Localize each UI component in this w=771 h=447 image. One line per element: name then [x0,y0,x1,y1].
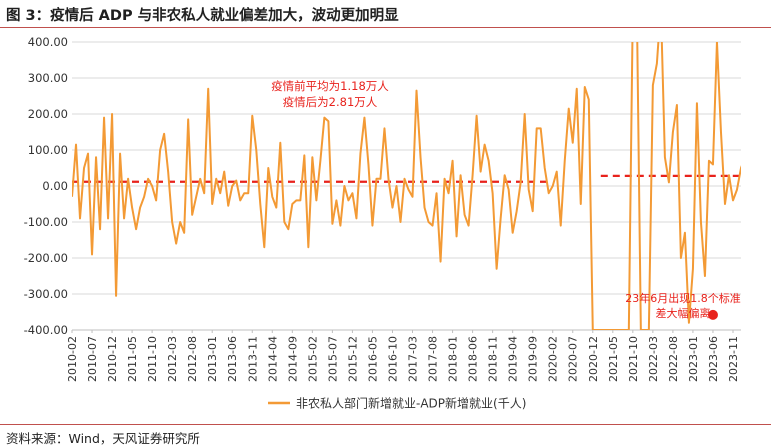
x-tick-label: 2019-09 [527,336,540,382]
x-tick-label: 2020-12 [587,336,600,382]
highlight-annotation: 差大幅偏离 [656,306,711,320]
y-tick-label: -100.00 [24,215,68,229]
x-tick-label: 2011-05 [126,336,139,382]
x-tick-label: 2015-12 [346,336,359,382]
x-tick-label: 2021-10 [627,336,640,382]
y-tick-label: 0.00 [42,179,68,193]
x-tick-label: 2017-03 [407,336,420,382]
x-tick-label: 2023-06 [707,336,720,382]
x-tick-label: 2013-01 [206,336,219,382]
legend-label: 非农私人部门新增就业-ADP新增就业(千人) [296,396,526,411]
x-tick-label: 2012-08 [186,336,199,382]
y-tick-label: -400.00 [24,323,68,337]
page-title: 图 3：疫情后 ADP 与非农私人就业偏差加大，波动更加明显 [6,8,399,24]
mean-annotation: 疫情后为2.81万人 [283,95,378,109]
x-tick-label: 2010-12 [106,336,119,382]
line-chart: 400.00 300.00 200.00 100.00 0.00 -100.00 -200.… [24,35,741,411]
y-tick-label: -300.00 [24,287,68,301]
mean-annotation: 疫情前平均为1.18万人 [271,79,389,93]
x-tick-label: 2019-04 [507,336,520,382]
y-tick-label: 400.00 [28,35,68,49]
x-tick-label: 2023-11 [727,336,740,382]
x-tick-label: 2012-03 [166,336,179,382]
x-tick-label: 2011-10 [146,336,159,382]
x-tick-label: 2016-05 [366,336,379,382]
y-tick-label: 100.00 [28,143,68,157]
title-divider [0,27,771,28]
x-tick-label: 2010-02 [66,336,79,382]
x-tick-label: 2020-02 [547,336,560,382]
y-tick-label: 200.00 [28,107,68,121]
series-line [72,42,741,330]
footer-divider [0,424,771,425]
x-tick-label: 2021-05 [607,336,620,382]
x-tick-label: 2018-01 [447,336,460,382]
x-tick-label: 2018-11 [487,336,500,382]
x-tick-label: 2022-03 [647,336,660,382]
x-tick-label: 2017-08 [427,336,440,382]
x-tick-label: 2022-08 [667,336,680,382]
x-tick-label: 2010-07 [86,336,99,382]
x-tick-label: 2013-11 [246,336,259,382]
x-tick-label: 2023-01 [687,336,700,382]
highlight-annotation: 23年6月出现1.8个标准 [625,291,741,305]
x-tick-label: 2014-09 [286,336,299,382]
x-tick-label: 2018-06 [467,336,480,382]
x-tick-label: 2013-06 [226,336,239,382]
y-tick-label: -200.00 [24,251,68,265]
x-tick-label: 2016-10 [386,336,399,382]
x-tick-label: 2015-02 [306,336,319,382]
x-tick-label: 2020-07 [567,336,580,382]
x-tick-label: 2014-04 [266,336,279,382]
highlight-point [707,309,718,320]
y-tick-label: 300.00 [28,71,68,85]
source-note: 资料来源：Wind，天风证券研究所 [6,431,200,446]
x-tick-label: 2015-07 [326,336,339,382]
